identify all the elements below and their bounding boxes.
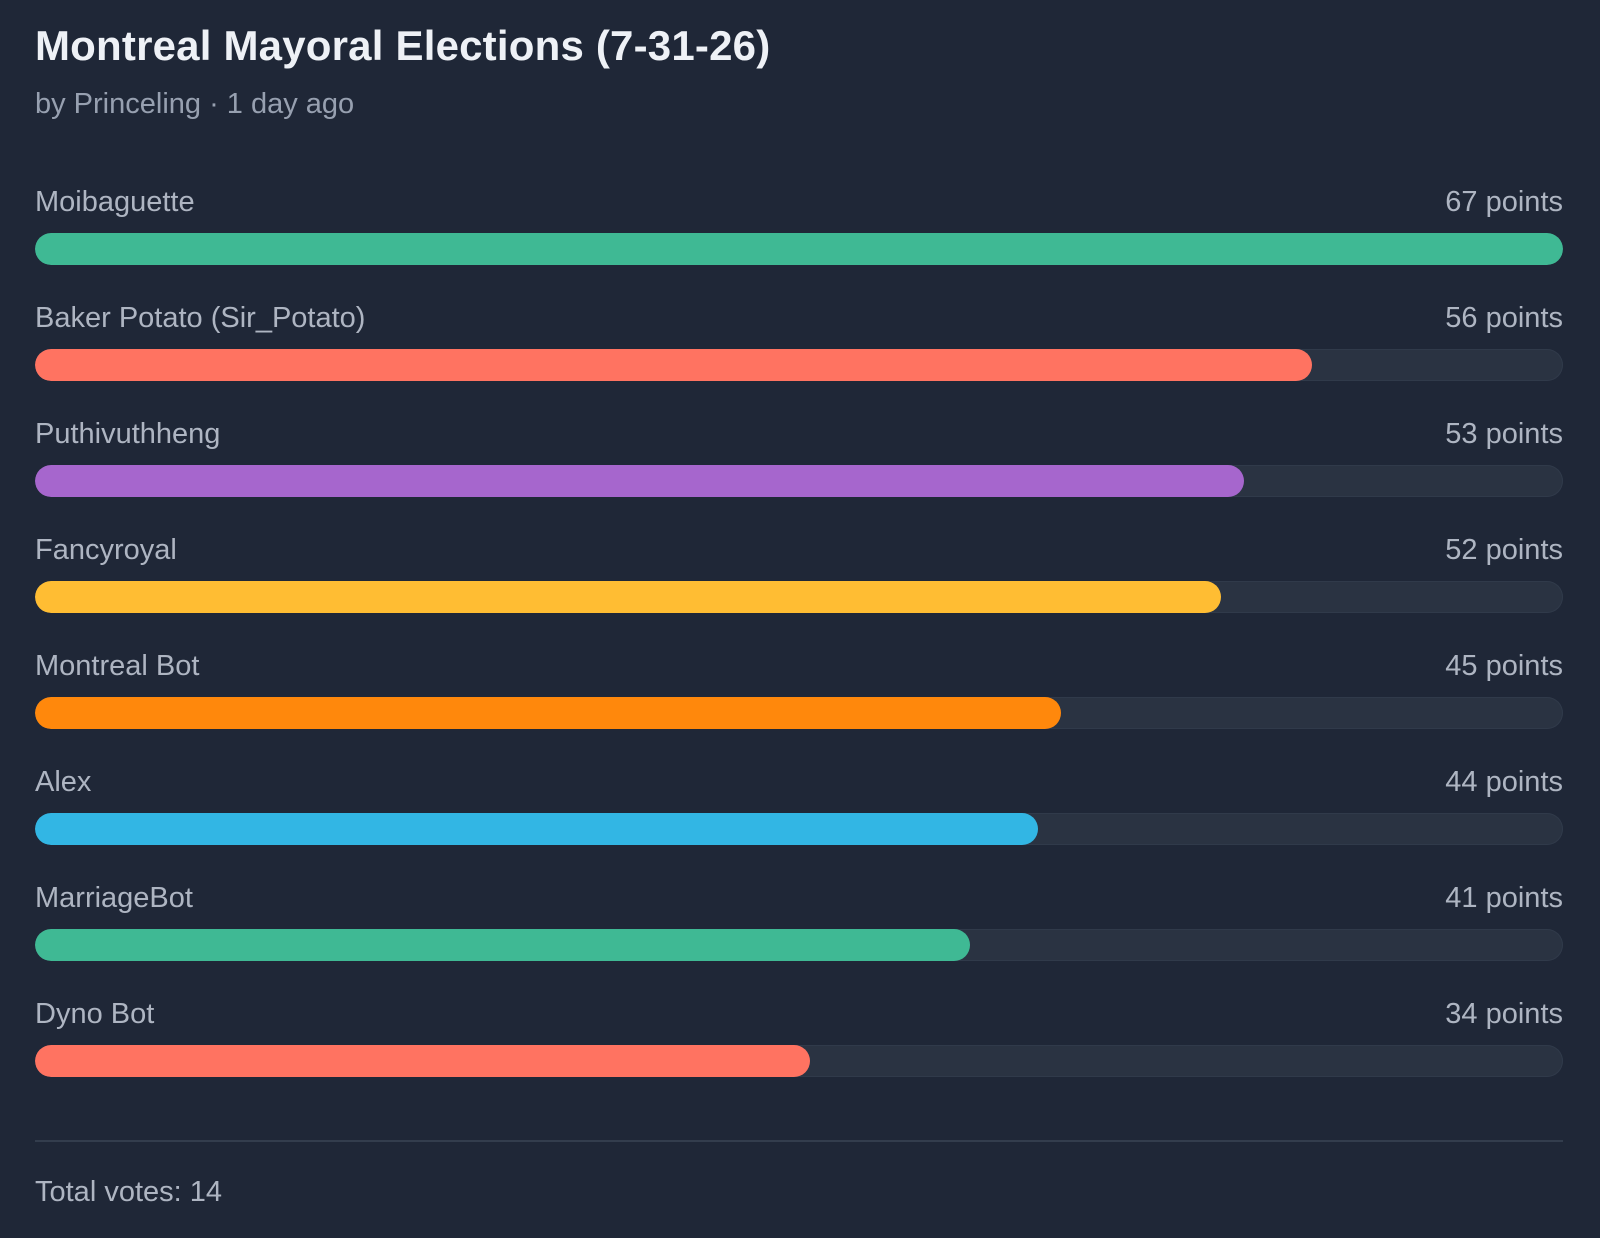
poll-option[interactable]: Alex 44 points	[35, 766, 1563, 866]
poll-option[interactable]: Montreal Bot 45 points	[35, 650, 1563, 750]
progress-fill	[35, 697, 1062, 729]
option-points: 56 points	[1445, 302, 1563, 334]
option-name: Baker Potato (Sir_Potato)	[35, 302, 366, 334]
poll-options: Moibaguette 67 points Baker Potato (Sir_Po…	[35, 0, 1563, 1100]
progress-fill	[35, 581, 1221, 613]
option-points: 53 points	[1445, 418, 1563, 450]
option-name: Puthivuthheng	[35, 418, 221, 450]
progress-fill	[35, 1045, 811, 1077]
poll-option[interactable]: MarriageBot 41 points	[35, 882, 1563, 982]
progress-track	[35, 349, 1563, 381]
progress-fill	[35, 349, 1313, 381]
progress-track	[35, 929, 1563, 961]
progress-track	[35, 697, 1563, 729]
option-name: MarriageBot	[35, 882, 193, 914]
poll-option[interactable]: Baker Potato (Sir_Potato) 56 points	[35, 302, 1563, 402]
progress-track	[35, 465, 1563, 497]
progress-track	[35, 581, 1563, 613]
poll-byline: by Princeling · 1 day ago	[35, 88, 355, 120]
poll-card: Montreal Mayoral Elections (7-31-26) by …	[35, 0, 1563, 1238]
option-points: 44 points	[1445, 766, 1563, 798]
progress-track	[35, 233, 1563, 265]
option-name: Alex	[35, 766, 92, 798]
poll-title: Montreal Mayoral Elections (7-31-26)	[35, 22, 771, 69]
option-points: 67 points	[1445, 186, 1563, 218]
progress-track	[35, 813, 1563, 845]
progress-fill	[35, 929, 971, 961]
poll-option[interactable]: Puthivuthheng 53 points	[35, 418, 1563, 518]
poll-option[interactable]: Dyno Bot 34 points	[35, 998, 1563, 1098]
option-name: Moibaguette	[35, 186, 195, 218]
progress-fill	[35, 233, 1563, 265]
option-points: 52 points	[1445, 534, 1563, 566]
option-name: Montreal Bot	[35, 650, 200, 682]
poll-option[interactable]: Fancyroyal 52 points	[35, 534, 1563, 634]
progress-fill	[35, 465, 1244, 497]
progress-fill	[35, 813, 1039, 845]
progress-track	[35, 1045, 1563, 1077]
total-votes: Total votes: 14	[35, 1176, 222, 1208]
option-name: Dyno Bot	[35, 998, 155, 1030]
divider	[35, 1140, 1563, 1142]
option-points: 45 points	[1445, 650, 1563, 682]
option-points: 34 points	[1445, 998, 1563, 1030]
option-points: 41 points	[1445, 882, 1563, 914]
poll-option[interactable]: Moibaguette 67 points	[35, 186, 1563, 286]
option-name: Fancyroyal	[35, 534, 177, 566]
